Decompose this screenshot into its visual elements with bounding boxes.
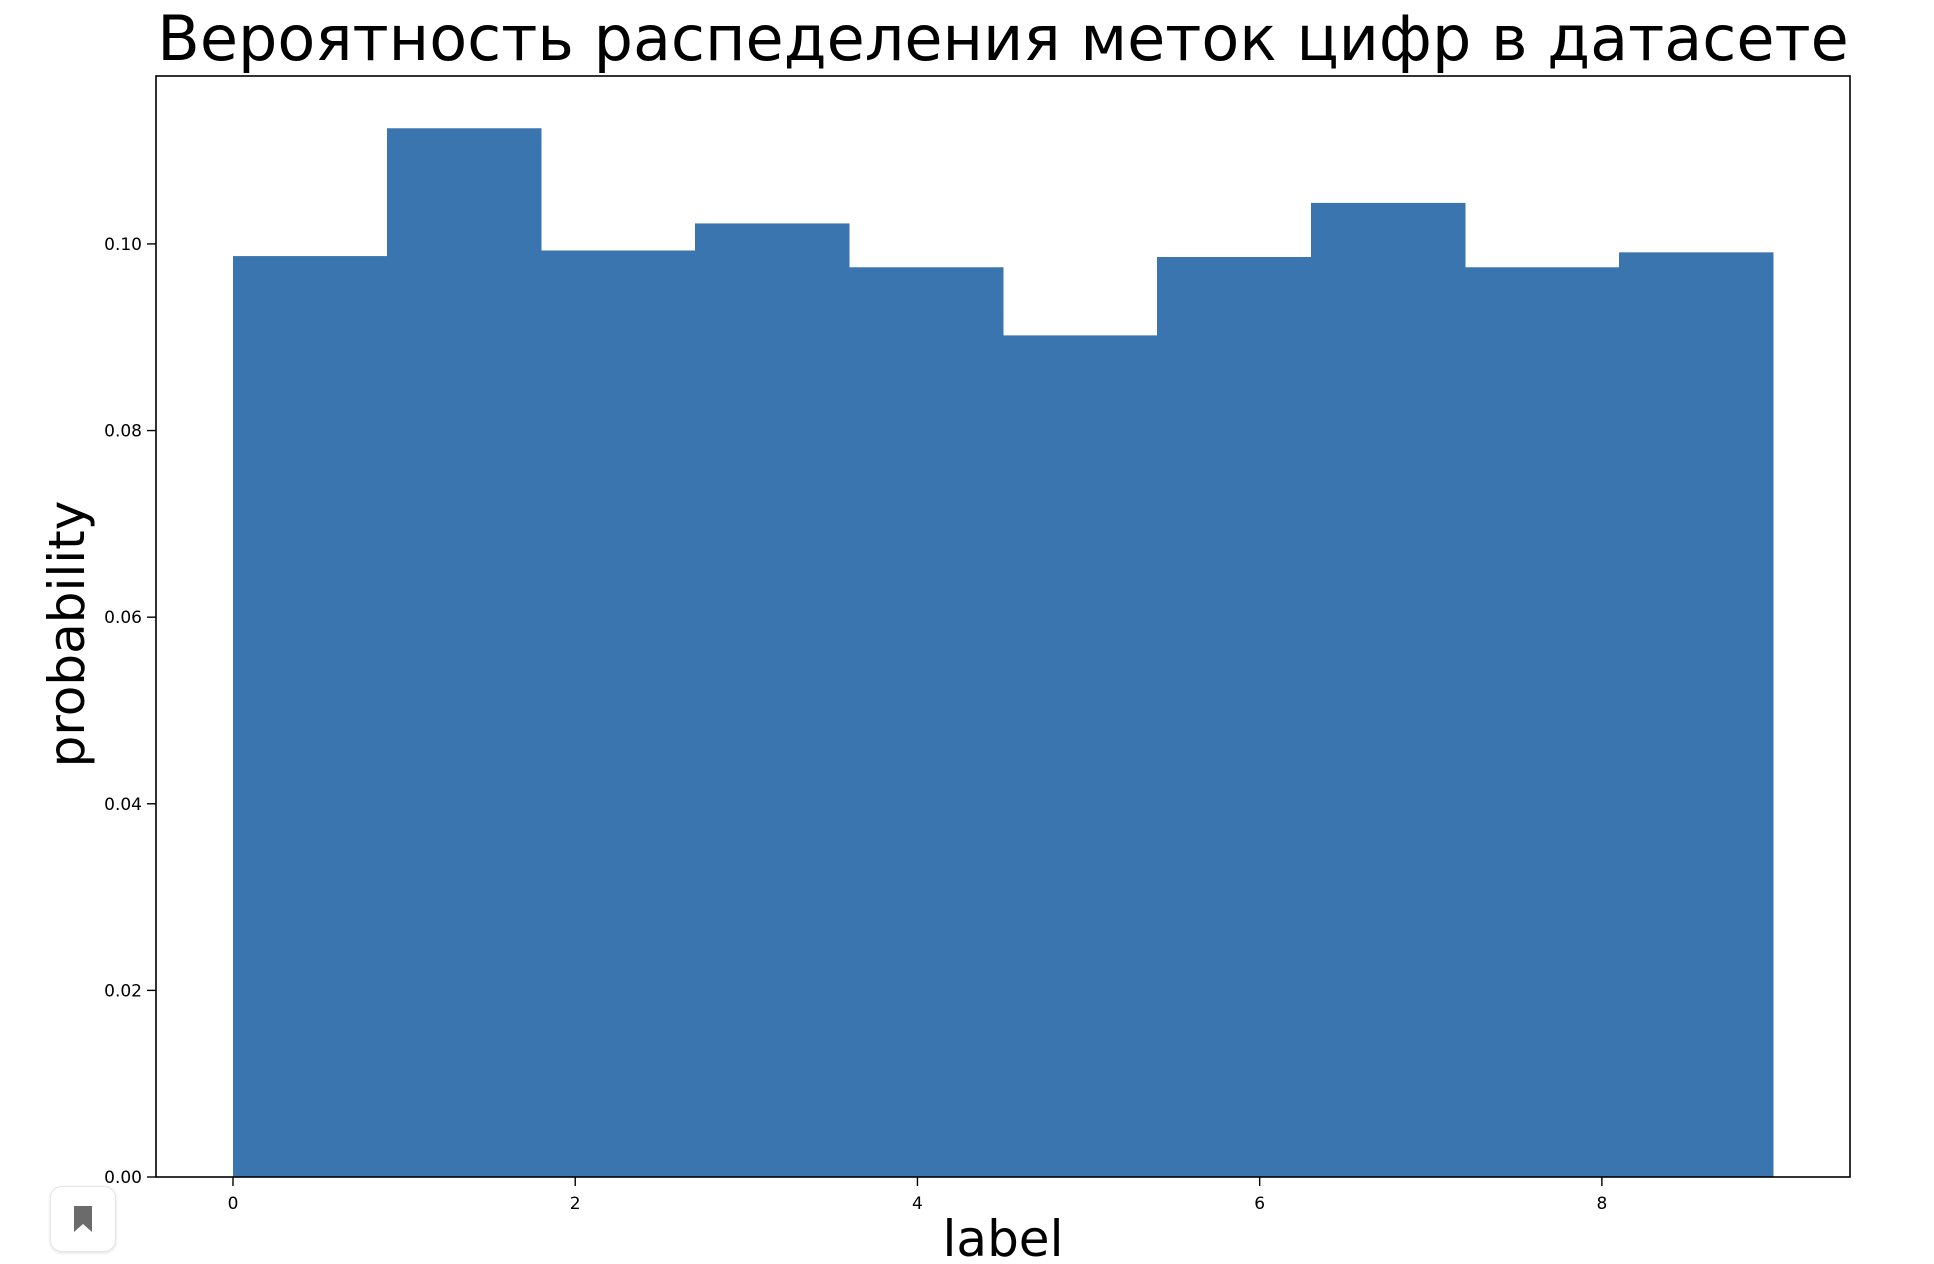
chart-title: Вероятность распеделения меток цифр в да…: [157, 2, 1848, 75]
y-tick-label-3: 0.06: [104, 608, 142, 628]
histogram-bar-6: [1157, 257, 1312, 1178]
histogram-bar-3: [695, 223, 850, 1178]
histogram-bar-2: [541, 250, 696, 1177]
histogram-bar-4: [849, 267, 1004, 1178]
x-tick-label-4: 4: [912, 1194, 923, 1214]
y-tick-label-5: 0.10: [104, 235, 142, 255]
plot-frame: [155, 75, 1851, 1178]
y-tick-label-0: 0.00: [104, 1168, 142, 1188]
y-tick-label-2: 0.04: [104, 795, 142, 815]
ticks-layer: 0 2 4 6 8 0.00 0.02 0.04 0.06 0.08 0.10: [104, 235, 1607, 1214]
histogram-bar-5: [1003, 335, 1158, 1177]
x-tick-label-0: 0: [228, 1194, 239, 1214]
histogram-bar-1: [387, 128, 542, 1177]
histogram-bar-0: [233, 256, 388, 1177]
bars-layer: [233, 128, 1774, 1178]
histogram-bar-7: [1311, 202, 1466, 1178]
x-tick-label-6: 6: [1254, 1194, 1265, 1214]
histogram-bar-9: [1619, 252, 1774, 1177]
y-axis-label: probability: [38, 501, 96, 768]
x-tick-label-8: 8: [1596, 1194, 1607, 1214]
histogram-bar-8: [1465, 267, 1620, 1178]
x-tick-label-2: 2: [570, 1194, 581, 1214]
x-axis-label: label: [943, 1210, 1064, 1264]
bookmark-icon: [74, 1206, 92, 1232]
y-tick-label-1: 0.02: [104, 981, 142, 1001]
bookmark-button[interactable]: [50, 1186, 116, 1252]
y-tick-label-4: 0.08: [104, 422, 142, 442]
